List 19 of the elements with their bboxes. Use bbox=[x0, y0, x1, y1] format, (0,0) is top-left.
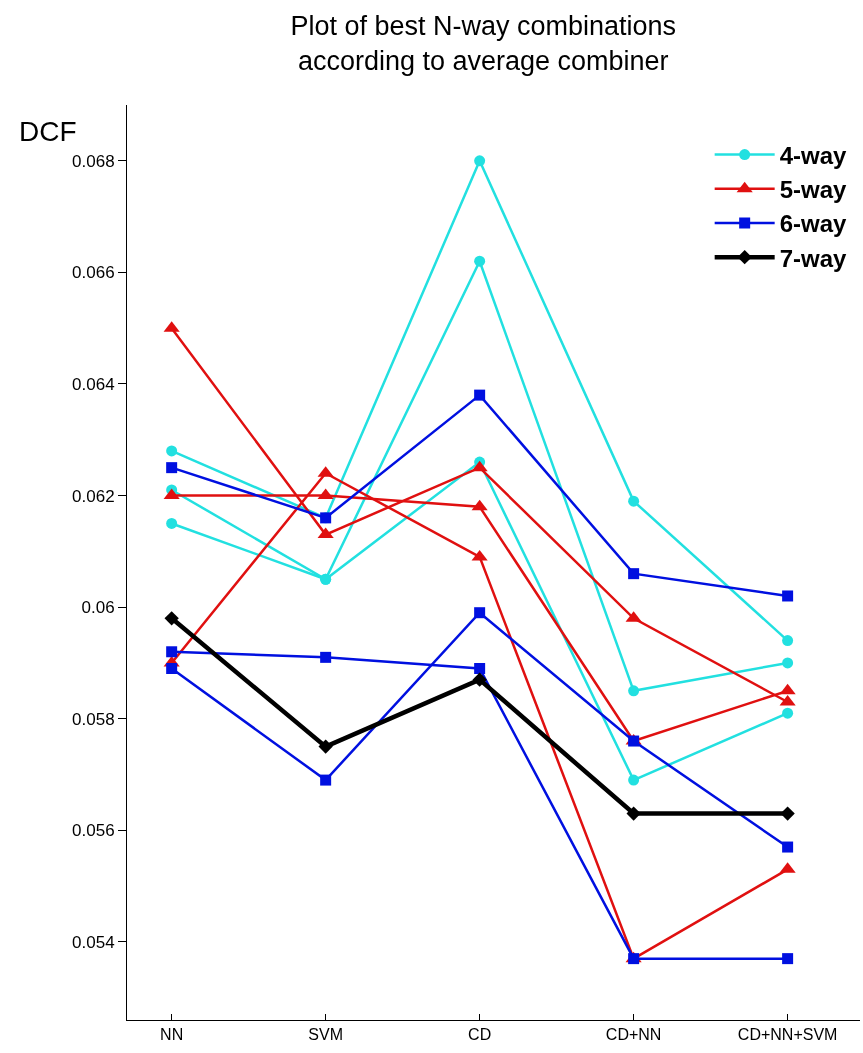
y-tick-label: 0.062 bbox=[72, 486, 115, 506]
legend-label: 6-way bbox=[779, 210, 848, 238]
x-tick-label: NN bbox=[160, 1026, 184, 1044]
y-tick-label: 0.056 bbox=[72, 821, 115, 841]
x-tick-label: CD bbox=[468, 1026, 492, 1044]
legend-label: 4-way bbox=[779, 141, 848, 169]
legend-label: 7-way bbox=[779, 244, 848, 272]
legend-label: 5-way bbox=[779, 176, 848, 204]
y-tick-label: 0.058 bbox=[72, 709, 115, 729]
x-tick-label: CD+NN bbox=[605, 1026, 662, 1044]
y-tick-label: 0.068 bbox=[72, 151, 115, 171]
y-tick-label: 0.06 bbox=[81, 598, 115, 618]
y-axis-title: DCF bbox=[19, 116, 77, 147]
chart-title: Plot of best N-way combinations according to average combiner bbox=[290, 10, 677, 76]
y-tick-label: 0.054 bbox=[72, 932, 115, 952]
x-tick-label: CD+NN+SVM bbox=[737, 1026, 838, 1044]
y-tick-label: 0.064 bbox=[72, 374, 115, 394]
y-tick-label: 0.066 bbox=[72, 263, 115, 283]
x-tick-label: SVM bbox=[308, 1026, 343, 1044]
